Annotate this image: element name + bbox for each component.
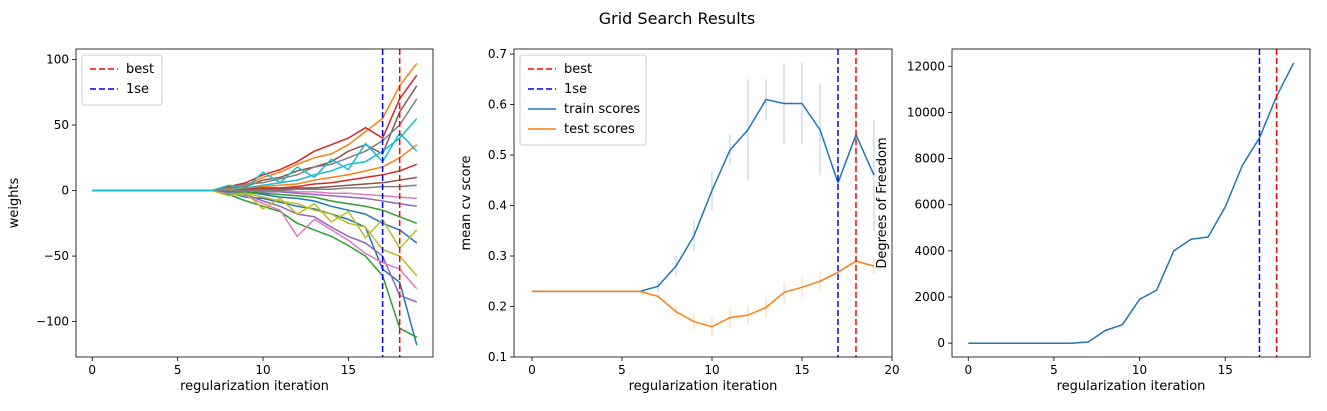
series-line-test-scores bbox=[532, 260, 875, 328]
y-tick-label: −50 bbox=[44, 249, 69, 263]
y-tick-label: 0.1 bbox=[488, 350, 507, 364]
y-tick-label: 4000 bbox=[914, 244, 945, 258]
axes-frame bbox=[951, 48, 1311, 358]
legend-box bbox=[519, 54, 647, 146]
x-tick-label: 15 bbox=[794, 363, 809, 377]
x-tick-label: 0 bbox=[88, 363, 96, 377]
x-tick-label: 10 bbox=[704, 363, 719, 377]
series-line-19 bbox=[92, 132, 418, 192]
axes-frame bbox=[75, 48, 434, 358]
weights-chart: 0 5 10 15 −100 −50 0 50 100 regularization iterat… bbox=[7, 48, 434, 394]
axes-frame bbox=[513, 48, 893, 358]
y-axis-label: Degrees of Freedom bbox=[875, 137, 890, 268]
x-tick-label: 5 bbox=[618, 363, 626, 377]
series-line-6 bbox=[92, 189, 418, 290]
legend-label: 1se bbox=[564, 82, 587, 97]
y-tick-label: 8000 bbox=[914, 152, 945, 166]
y-axis-label: mean cv score bbox=[459, 156, 474, 251]
y-tick-label: 0.2 bbox=[488, 300, 507, 314]
y-tick-label: 2000 bbox=[914, 290, 945, 304]
x-tick-label: 20 bbox=[884, 363, 899, 377]
x-tick-label: 10 bbox=[1132, 363, 1147, 377]
y-tick-label: 10000 bbox=[907, 105, 945, 119]
legend-label: test scores bbox=[564, 122, 635, 137]
plot-area bbox=[92, 49, 418, 357]
y-tick-label: −100 bbox=[36, 315, 69, 329]
x-tick-label: 0 bbox=[964, 363, 972, 377]
x-tick-label: 5 bbox=[174, 363, 182, 377]
x-axis-label: regularization iteration bbox=[180, 379, 329, 394]
series-line-2 bbox=[92, 189, 418, 338]
y-tick-label: 12000 bbox=[907, 59, 945, 73]
figure-title: Grid Search Results bbox=[599, 9, 756, 28]
series-line-0 bbox=[92, 189, 418, 346]
y-tick-label: 0 bbox=[61, 184, 69, 198]
plot-area bbox=[968, 49, 1295, 357]
y-tick-label: 0.5 bbox=[488, 148, 507, 162]
x-tick-label: 15 bbox=[1218, 363, 1233, 377]
x-tick-label: 0 bbox=[528, 363, 536, 377]
legend-label: train scores bbox=[564, 102, 640, 117]
legend-label: best bbox=[126, 62, 154, 77]
x-tick-label: 5 bbox=[1050, 363, 1058, 377]
dof-chart: 0 5 10 15 0 2000 4000 6000 8000 10000 12000 regular… bbox=[875, 48, 1311, 394]
y-tick-label: 0.4 bbox=[488, 199, 507, 213]
y-tick-label: 50 bbox=[54, 118, 69, 132]
y-tick-label: 0.6 bbox=[488, 98, 507, 112]
x-axis-label: regularization iteration bbox=[1057, 379, 1206, 394]
legend-label: 1se bbox=[126, 82, 149, 97]
y-tick-label: 0.7 bbox=[488, 47, 507, 61]
x-tick-label: 15 bbox=[341, 363, 356, 377]
legend-box bbox=[81, 54, 163, 106]
y-tick-label: 0 bbox=[937, 336, 945, 350]
cv-score-chart: 0 5 10 15 20 0.1 0.2 0.3 0.4 0.5 0.6 0.7 regularizat… bbox=[459, 47, 900, 394]
series-line-0 bbox=[968, 62, 1295, 344]
x-axis-label: regularization iteration bbox=[629, 379, 778, 394]
plot-area bbox=[532, 49, 875, 357]
y-tick-label: 0.3 bbox=[488, 249, 507, 263]
legend-label: best bbox=[564, 62, 592, 77]
y-axis-label: weights bbox=[7, 177, 22, 228]
y-tick-label: 100 bbox=[46, 52, 69, 66]
y-tick-label: 6000 bbox=[914, 198, 945, 212]
x-tick-label: 10 bbox=[255, 363, 270, 377]
